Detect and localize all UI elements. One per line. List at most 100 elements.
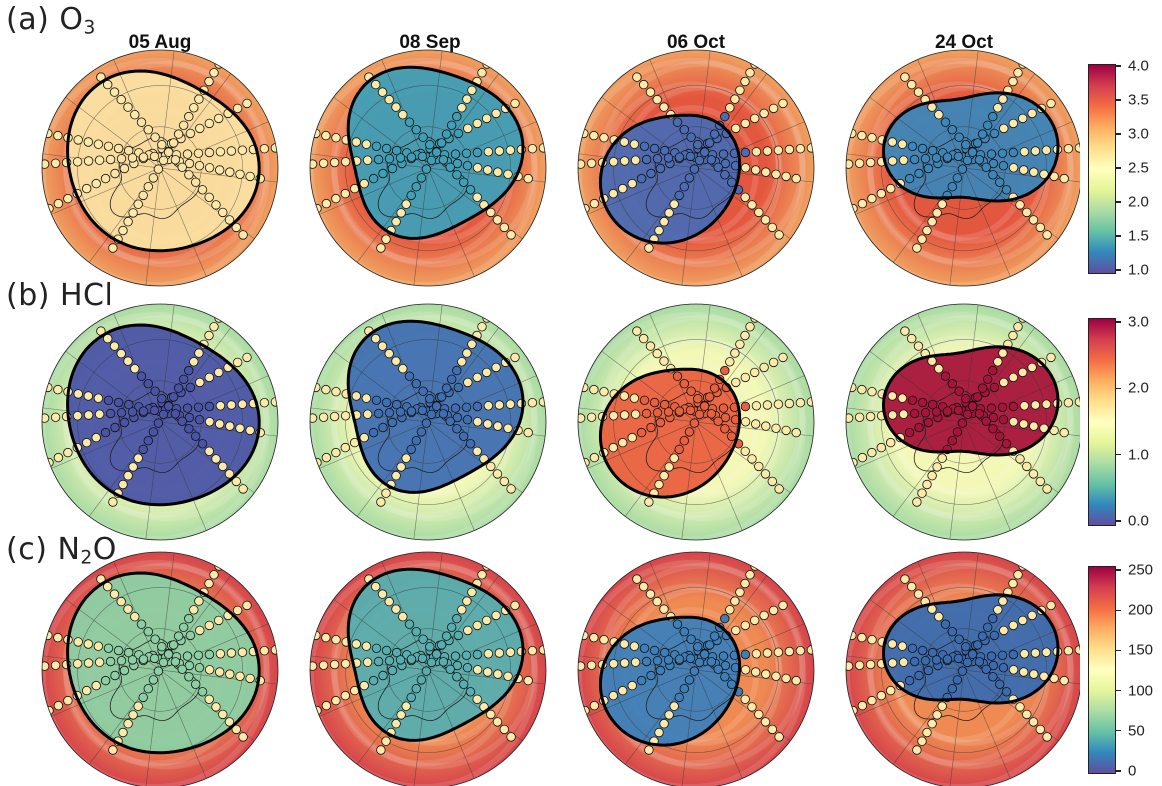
satellite-measurement-marker [720, 111, 730, 122]
satellite-measurement-marker [472, 401, 483, 412]
satellite-measurement-marker [1030, 146, 1041, 156]
satellite-measurement-marker [928, 145, 938, 156]
satellite-measurement-marker [629, 393, 640, 403]
satellite-measurement-marker [438, 409, 449, 419]
satellite-measurement-marker [630, 155, 641, 165]
satellite-measurement-marker [641, 154, 652, 165]
polar-map-panel [309, 551, 547, 786]
satellite-measurement-marker [781, 425, 791, 436]
satellite-measurement-marker [784, 398, 795, 409]
satellite-measurement-marker [747, 454, 757, 464]
satellite-measurement-marker [465, 439, 476, 449]
satellite-measurement-marker [83, 639, 94, 649]
satellite-measurement-marker [693, 642, 703, 652]
satellite-measurement-marker [387, 417, 398, 428]
satellite-measurement-marker [961, 642, 971, 652]
satellite-measurement-marker [1029, 421, 1039, 431]
satellite-measurement-marker [384, 656, 395, 666]
satellite-measurement-marker [907, 643, 918, 654]
satellite-measurement-marker [927, 719, 937, 729]
latitude-circle [613, 587, 779, 753]
satellite-measurement-marker [411, 627, 422, 637]
satellite-measurement-marker [922, 727, 932, 738]
satellite-measurement-marker [467, 339, 477, 350]
satellite-measurement-marker [396, 462, 406, 472]
satellite-measurement-marker [392, 647, 402, 658]
satellite-measurement-marker [204, 446, 214, 457]
satellite-measurement-marker [771, 671, 781, 682]
satellite-measurement-marker [116, 348, 126, 359]
satellite-measurement-marker [768, 357, 779, 368]
satellite-measurement-marker [163, 147, 174, 157]
satellite-measurement-marker [972, 392, 983, 402]
satellite-measurement-marker [645, 589, 656, 599]
satellite-measurement-marker [491, 362, 501, 373]
satellite-measurement-marker [649, 397, 660, 408]
satellite-measurement-marker [425, 139, 435, 150]
satellite-measurement-marker [720, 412, 731, 423]
satellite-measurement-marker [472, 372, 483, 383]
satellite-measurement-marker [586, 412, 597, 423]
satellite-measurement-marker [986, 149, 997, 159]
satellite-measurement-marker [177, 162, 187, 173]
satellite-measurement-marker [510, 98, 520, 109]
satellite-measurement-marker [368, 427, 379, 438]
colorbar-o3 [1088, 64, 1116, 274]
satellite-measurement-marker [359, 680, 369, 691]
map-clipped-layer [578, 552, 814, 786]
column-label-24-oct: 24 Oct [934, 32, 994, 53]
satellite-measurement-marker [659, 471, 669, 481]
satellite-measurement-marker [649, 143, 660, 154]
satellite-measurement-marker [53, 130, 63, 141]
satellite-measurement-marker [795, 143, 806, 154]
satellite-measurement-marker [398, 364, 408, 374]
satellite-measurement-marker [238, 230, 248, 240]
satellite-measurement-marker [461, 650, 472, 661]
polar-map-panel [845, 49, 1080, 287]
satellite-measurement-marker [1042, 732, 1052, 742]
satellite-measurement-marker [795, 398, 806, 408]
satellite-measurement-marker [506, 732, 516, 742]
satellite-measurement-marker [486, 709, 496, 720]
satellite-measurement-marker [660, 399, 670, 410]
satellite-measurement-marker [1001, 439, 1012, 449]
satellite-measurement-marker [224, 215, 235, 225]
satellite-measurement-marker [740, 372, 751, 383]
satellite-measurement-marker [674, 692, 684, 703]
satellite-measurement-marker [418, 132, 428, 142]
satellite-measurement-marker [599, 132, 609, 143]
satellite-measurement-marker [898, 409, 909, 419]
satellite-measurement-marker [981, 664, 991, 675]
satellite-measurement-marker [318, 660, 329, 671]
satellite-measurement-marker [321, 384, 331, 395]
satellite-measurement-marker [699, 401, 710, 411]
satellite-measurement-marker [94, 155, 105, 165]
satellite-measurement-marker [499, 222, 510, 233]
colorbar-tick-label: 1.5 [1128, 227, 1149, 245]
satellite-measurement-marker [371, 395, 382, 406]
satellite-measurement-marker [699, 649, 710, 659]
satellite-measurement-marker [411, 379, 422, 389]
satellite-measurement-marker [190, 679, 201, 690]
satellite-measurement-marker [204, 163, 215, 173]
row-label-o3: (a) O3 [6, 2, 96, 39]
satellite-measurement-marker [204, 401, 215, 412]
satellite-measurement-marker [740, 192, 750, 203]
satellite-measurement-marker [100, 173, 111, 184]
satellite-measurement-marker [113, 645, 124, 656]
satellite-measurement-marker [103, 141, 114, 152]
satellite-measurement-marker [759, 362, 769, 373]
colorbar-tick-mark [1116, 454, 1121, 456]
satellite-measurement-marker [947, 627, 958, 637]
satellite-measurement-marker [477, 570, 487, 580]
satellite-measurement-marker [482, 113, 492, 124]
satellite-measurement-marker [259, 398, 270, 408]
satellite-measurement-marker [1022, 461, 1032, 472]
satellite-measurement-marker [655, 665, 666, 676]
satellite-measurement-marker [173, 383, 184, 393]
vortex-boundary [598, 113, 742, 245]
satellite-measurement-marker [119, 665, 130, 676]
satellite-measurement-marker [42, 413, 50, 423]
satellite-measurement-marker [387, 665, 398, 676]
satellite-measurement-marker [491, 610, 501, 621]
